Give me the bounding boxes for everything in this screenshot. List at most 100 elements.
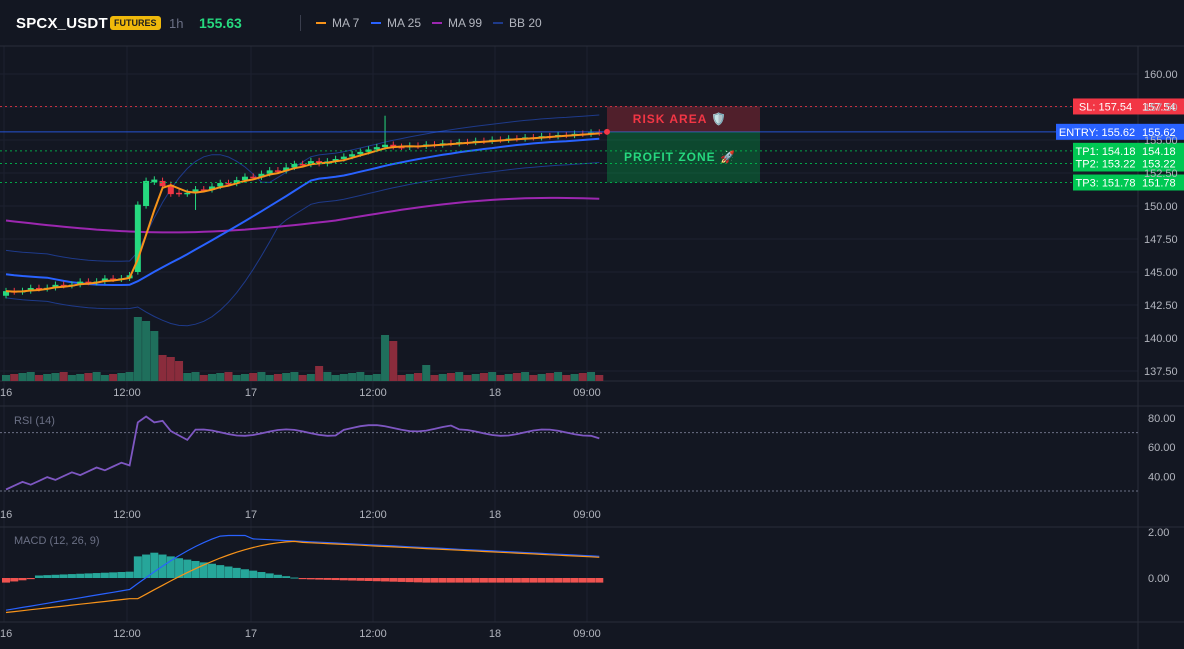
candle-body [184,192,191,195]
candle-body [200,189,207,191]
macd-histogram-bar [364,578,373,581]
profit-zone-label: PROFIT ZONE 🚀 [624,150,736,164]
candle-body [357,151,364,155]
ma25-swatch [371,22,381,24]
time-tick-label: 18 [489,387,501,399]
candle-body [101,278,108,282]
time-tick-label: 18 [489,509,501,521]
volume-bar [389,341,398,381]
candle-body [85,281,92,284]
bb20-swatch [493,22,503,24]
macd-histogram-bar [512,578,521,583]
time-tick-label: 18 [489,628,501,640]
macd-histogram-bar [142,554,151,578]
macd-histogram-bar [224,566,233,578]
candle-body [209,186,215,190]
last-price: 155.63 [199,15,242,31]
legend-ma25[interactable]: MA 25 [371,16,421,30]
timeframe-selector[interactable]: 1h [169,16,184,31]
macd-histogram-bar [76,573,85,578]
candle-body [266,170,273,174]
macd-histogram-bar [125,571,134,578]
candle-body [291,164,298,168]
last-price-dot [604,128,610,135]
volume-bar [183,373,192,381]
candle-body [3,291,9,296]
level-label: TP1: 154.18 [1076,146,1136,158]
macd-histogram-bar [397,578,406,582]
volume-bar [446,373,455,381]
volume-bar [578,373,587,381]
chart-header: SPCX_USDT FUTURES 1h 155.63 MA 7 MA 25 M… [0,0,1184,46]
macd-histogram-bar [84,573,93,578]
ma99-swatch [432,22,442,24]
volume-bar [290,372,299,381]
volume-bar [595,375,604,381]
volume-bar [339,374,348,381]
price-tick-label: 152.50 [1144,168,1178,180]
price-tick-label: 150.00 [1144,201,1178,213]
candle-body [274,170,281,172]
volume-bar [422,365,431,381]
time-tick-label: 17 [245,509,257,521]
time-tick-label: 12:00 [359,628,387,640]
macd-histogram-bar [298,578,307,580]
volume-bar [232,375,241,381]
macd-histogram-bar [183,559,192,578]
macd-histogram-bar [240,569,249,578]
macd-histogram-bar [430,578,439,583]
volume-bar [463,375,472,381]
macd-histogram-bar [10,578,19,582]
volume-bar [84,373,93,381]
candle-body [35,287,42,290]
volume-bar [430,375,439,381]
candle-body [373,147,380,150]
level-price: 153.22 [1142,158,1176,170]
macd-histogram-bar [455,578,464,583]
price-tick-label: 157.50 [1144,102,1178,114]
legend-ma7[interactable]: MA 7 [316,16,359,30]
candle-body [349,154,356,157]
level-price: 157.54 [1142,101,1176,113]
volume-bar [51,373,60,381]
volume-bar [331,375,340,381]
volume-bar [158,355,167,381]
time-tick-label: 12:00 [113,387,141,399]
volume-bar [67,375,76,381]
symbol-name[interactable]: SPCX_USDT [16,15,108,32]
macd-histogram-bar [2,578,10,583]
time-tick-label: 16 [0,387,12,399]
macd-histogram-bar [51,574,60,578]
legend-bb20[interactable]: BB 20 [493,16,542,30]
candle-body [159,180,166,187]
level-price-bg [1138,123,1184,140]
volume-bar [364,375,373,381]
volume-bar [109,374,118,381]
time-tick-label: 16 [0,628,12,640]
macd-histogram-bar [323,578,332,580]
macd-histogram-bar [578,578,587,583]
macd-histogram-bar [414,578,422,583]
price-tick-label: 147.50 [1144,234,1178,246]
legend-ma99[interactable]: MA 99 [432,16,482,30]
rsi-tick-label: 80.00 [1148,413,1176,425]
signal-line [5,540,600,614]
header-divider [300,15,301,31]
volume-bar [150,331,159,381]
volume-bar [504,374,513,381]
macd-histogram-bar [273,574,282,578]
price-tick-label: 155.00 [1144,135,1178,147]
macd-histogram-bar [166,556,175,578]
macd-histogram-bar [34,575,43,578]
volume-bar [224,372,233,381]
volume-bar [26,372,35,381]
volume-bar [142,321,151,381]
macd-histogram-bar [381,578,390,582]
macd-histogram-bar [92,573,101,578]
volume-bar [191,372,200,381]
macd-histogram-bar [496,578,505,583]
level-price-bg [1138,98,1184,115]
level-price-bg [1138,174,1184,191]
macd-histogram-bar [331,578,340,581]
